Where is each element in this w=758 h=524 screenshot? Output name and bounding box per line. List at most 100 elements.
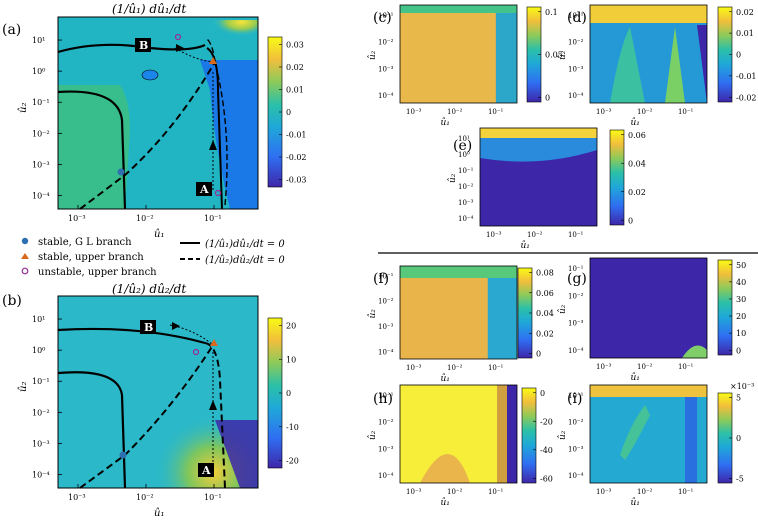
panel-f-colorbar-label: 0.02 xyxy=(536,329,554,338)
panel-d-xtick-label: 10⁻¹ xyxy=(678,108,694,116)
panel-e-region xyxy=(480,128,597,138)
panel-e-colorbar-label: 0 xyxy=(628,216,633,225)
panel-c-ytick-label: 10⁻³ xyxy=(378,65,394,73)
panel-a-ylabel: û₂ xyxy=(18,103,29,113)
panel-d-xtick-label: 10⁻³ xyxy=(596,108,612,116)
panel-a-colorbar-label: -0.01 xyxy=(286,131,307,140)
panel-h-ytick-label: 10⁻³ xyxy=(378,445,394,453)
panel-label-a: (a) xyxy=(2,22,21,38)
panel-d-region xyxy=(665,27,685,103)
panel-b-nullcline-solid-left xyxy=(57,371,127,489)
panel-b-colorbar-label: 20 xyxy=(286,322,296,331)
panel-e-frame xyxy=(479,127,598,227)
panel-i-xtick-label: 10⁻¹ xyxy=(678,488,694,496)
panel-b-cold-region xyxy=(215,420,258,488)
panel-h-xtick-label: 10⁻³ xyxy=(406,488,422,496)
panel-a-title: (1/û₁) dû₁/dt xyxy=(112,2,186,16)
panel-g-xtick-label: 10⁻² xyxy=(637,363,653,371)
panel-c-ylabel: û₂ xyxy=(367,50,378,60)
panel-h-colorbar-bar xyxy=(521,387,537,484)
panel-b-nullcline-dashed-right xyxy=(204,342,226,489)
panel-a-annotation-a-box xyxy=(196,182,212,196)
panel-h-xlabel: û₁ xyxy=(441,497,450,508)
panel-a-nullcline-dashed xyxy=(79,61,216,210)
panel-c-region xyxy=(400,5,517,13)
panel-a-colorbar-label: 0.01 xyxy=(286,86,304,95)
panel-c-xtick-label: 10⁻² xyxy=(447,108,463,116)
panel-f-xtick-label: 10⁻³ xyxy=(406,364,422,372)
panel-g-ytick-label: 10⁻³ xyxy=(568,320,584,328)
panel-d-ytick-label: 10⁻⁴ xyxy=(568,92,584,100)
panel-a-colorbar-label: 0.03 xyxy=(286,41,304,50)
panel-f-colorbar-label: 0.04 xyxy=(536,309,554,318)
panel-a-frame xyxy=(57,16,259,210)
panel-b-colorbar-label: 10 xyxy=(286,355,296,364)
panel-b-ytick-label: 10¹ xyxy=(32,315,45,324)
panel-label-g: (g) xyxy=(567,271,587,287)
panel-a-colorbar: 0.03 0.02 0.01 0 -0.01 -0.02 -0.03 xyxy=(267,36,307,188)
panel-h-frame xyxy=(399,384,518,484)
panel-e-colorbar-label: 0.04 xyxy=(628,159,646,168)
panel-a-xtick-label: 10⁻² xyxy=(136,214,154,223)
panel-c-colorbar-label: 0.05 xyxy=(545,51,563,60)
panel-i: (i) 10⁻³ 10⁻² 10⁻¹ û₁ 10⁻¹ 10⁻² 10⁻³ 10⁻⁴ û₂ 5 0 -5 ×… xyxy=(557,382,754,508)
panel-b-title: (1/û₂) dû₂/dt xyxy=(112,282,186,296)
panel-f-region xyxy=(400,278,488,359)
panel-b-marker-stable-upper xyxy=(210,339,218,346)
panel-i-colorbar-label: -5 xyxy=(736,475,744,484)
panel-i-colorbar-label: 5 xyxy=(736,394,741,403)
panel-c-ytick-label: 10⁻¹ xyxy=(378,12,394,20)
panel-f-xlabel: û₁ xyxy=(441,373,450,384)
panel-g-ylabel: û₂ xyxy=(557,304,568,314)
panel-a-green-region xyxy=(58,85,130,209)
panel-a-ytick-label: 10⁻¹ xyxy=(32,98,50,107)
panel-a-hot-region xyxy=(175,20,258,60)
panel-i-region xyxy=(590,385,707,397)
legend-label-unstable: unstable, upper branch xyxy=(38,267,157,278)
panel-b-nullcline-solid-top xyxy=(57,327,206,345)
panel-f-colorbar-label: 0.08 xyxy=(536,269,554,278)
panel-g-colorbar-label: 50 xyxy=(736,261,746,270)
panel-d-region xyxy=(610,27,645,103)
panel-e-region xyxy=(480,138,597,162)
panel-b-hot-region xyxy=(58,296,258,488)
panel-i-xtick-label: 10⁻³ xyxy=(596,488,612,496)
panel-c-ytick-label: 10⁻² xyxy=(378,39,394,47)
legend-label-stable-gl: stable, G L branch xyxy=(38,237,132,248)
panel-i-xlabel: û₁ xyxy=(631,497,640,508)
panel-a-ytick-label: 10⁻³ xyxy=(32,160,50,169)
panel-g-ytick-label: 10⁻¹ xyxy=(568,265,584,273)
panel-i-colorbar-label: 0 xyxy=(736,434,741,443)
panel-a-xtick-label: 10⁻¹ xyxy=(204,214,222,223)
panel-a-trajectory-b xyxy=(174,47,214,63)
panel-b-ytick-label: 10⁻⁴ xyxy=(32,471,50,480)
panel-b-xtick-label: 10⁻³ xyxy=(68,493,86,502)
panel-d: (d) 10⁻³ 10⁻² 10⁻¹ û₁ 10⁻¹ 10⁻² 10⁻³ 10⁻⁴ û₂ 0.02 0… xyxy=(557,4,757,128)
panel-e-ytick-label: 10⁻⁴ xyxy=(458,215,474,223)
panel-label-i: (i) xyxy=(567,391,582,407)
panel-b-xtick-label: 10⁻¹ xyxy=(204,493,222,502)
panel-a-colorbar-label: -0.02 xyxy=(286,153,307,162)
panel-c-region xyxy=(495,13,517,103)
panel-h-colorbar-label: 0 xyxy=(540,389,545,398)
panel-d-frame xyxy=(589,4,708,104)
panel-e-ytick-label: 10⁻² xyxy=(458,183,474,191)
panel-a-marker-unstable xyxy=(214,189,222,197)
panel-f-ytick-label: 10⁻² xyxy=(378,298,394,306)
panel-c-xtick-label: 10⁻³ xyxy=(406,108,422,116)
panel-b-marker-unstable xyxy=(192,348,200,356)
panel-a-colorbar-label: -0.03 xyxy=(286,176,307,185)
small-panels: (c) 10⁻³ 10⁻² 10⁻¹ û₁ 10⁻¹ 10⁻² 10⁻³ 10⁻⁴ û₂ 0.1 0.… xyxy=(367,4,757,508)
panel-b-ytick-label: 10⁻³ xyxy=(32,439,50,448)
legend-marker-stable-upper xyxy=(21,253,29,259)
panel-d-region xyxy=(697,25,707,103)
legend: stable, G L branch stable, upper branch … xyxy=(21,237,285,278)
panel-d-colorbar-label: 0 xyxy=(736,51,741,60)
panel-e-ytick-label: 10⁻¹ xyxy=(458,167,474,175)
panel-f-colorbar-label: 0 xyxy=(536,350,541,359)
panel-label-b: (b) xyxy=(2,293,22,309)
panel-d-ytick-label: 10⁻¹ xyxy=(568,12,584,20)
panel-g-colorbar-label: 20 xyxy=(736,312,746,321)
panel-b: (b) (1/û₂) dû₂/dt B A 10⁻³ 10⁻² 10⁻¹û₁10¹1… xyxy=(2,282,299,519)
